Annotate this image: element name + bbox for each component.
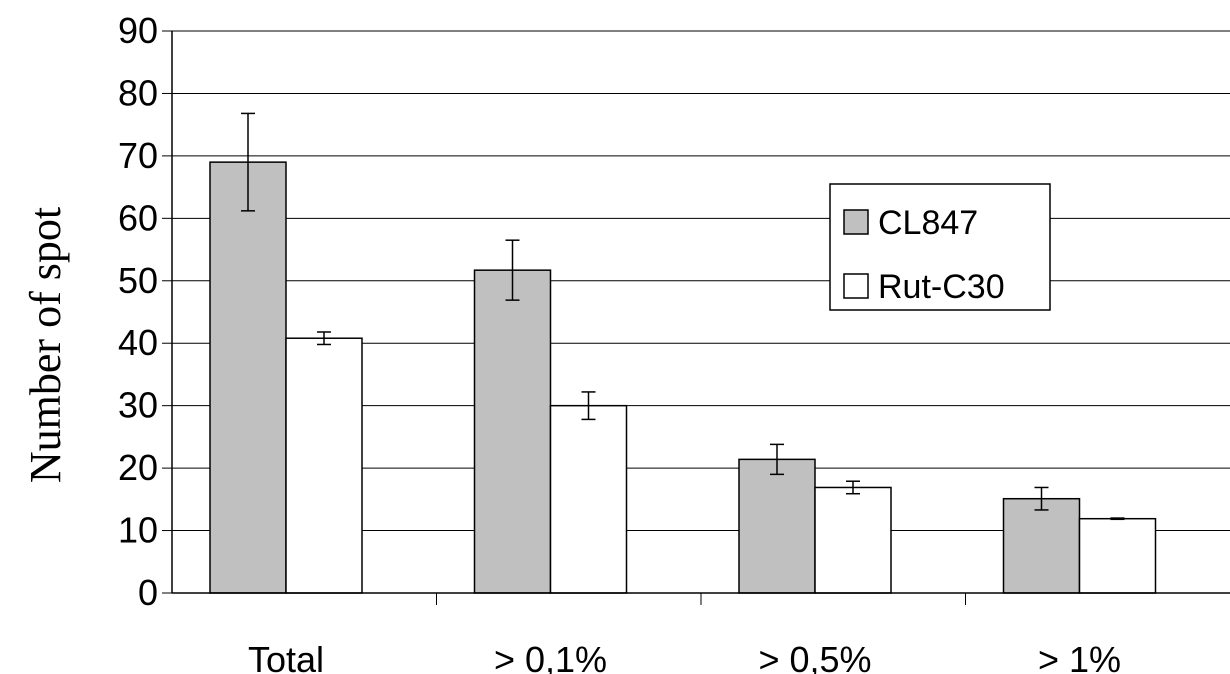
x-category-labels: Total > 0,1% > 0,5% > 1%: [248, 639, 1121, 674]
y-tick-label: 50: [118, 260, 158, 301]
y-tick-label: 60: [118, 197, 158, 238]
bar-rut-c30-3: [1078, 517, 1157, 594]
legend-swatch-rut-c30: [843, 273, 869, 299]
error-bars: [241, 112, 1125, 521]
legend-label-rut-c30: Rut-C30: [878, 268, 1005, 306]
bar-cl847-1: [473, 269, 552, 594]
axes: [162, 30, 1230, 605]
bar-rut-c30-2: [814, 486, 892, 594]
y-tick-label: 20: [118, 447, 158, 488]
bar-cl847-0: [209, 161, 287, 594]
legend-label-cl847: CL847: [878, 204, 978, 242]
category-label: > 1%: [1038, 639, 1121, 674]
y-axis-title: Number of spot: [21, 207, 70, 483]
legend-swatch-cl847: [843, 209, 869, 235]
bar-rut-c30-1: [549, 404, 628, 594]
y-tick-label: 10: [118, 510, 158, 551]
y-tick-label: 90: [118, 10, 158, 51]
y-tick-label: 30: [118, 385, 158, 426]
category-label: > 0,5%: [758, 639, 871, 674]
y-tick-label: 0: [138, 572, 158, 613]
y-tick-label: 80: [118, 72, 158, 113]
bar-cl847-2: [738, 458, 816, 594]
bar-cl847-3: [1002, 497, 1081, 594]
category-label: Total: [248, 639, 324, 674]
bars: [209, 161, 1157, 594]
category-label: > 0,1%: [494, 639, 607, 674]
legend: CL847 Rut-C30: [829, 183, 1051, 311]
y-tick-labels: 0 10 20 30 40 50 60 70 80 90: [118, 10, 158, 613]
bar-rut-c30-0: [285, 337, 363, 594]
y-tick-label: 40: [118, 322, 158, 363]
y-tick-label: 70: [118, 135, 158, 176]
